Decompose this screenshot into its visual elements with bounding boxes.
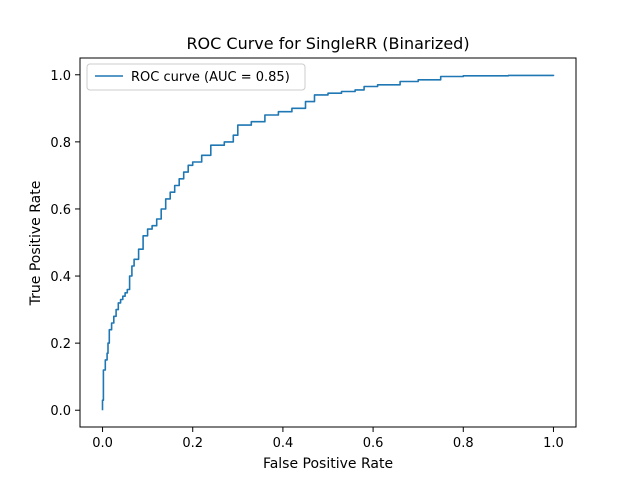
y-axis-ticks: 0.0 0.2 0.4 0.6 0.8 1.0 — [50, 69, 80, 419]
y-tick-label: 0.8 — [50, 136, 71, 151]
chart-title: ROC Curve for SingleRR (Binarized) — [186, 34, 469, 53]
x-tick-label: 0.2 — [182, 436, 203, 451]
y-tick-label: 0.0 — [50, 404, 71, 419]
roc-curve-line — [101, 74, 555, 411]
x-tick-label: 0.6 — [363, 436, 384, 451]
axes-frame — [79, 57, 577, 428]
x-tick-label: 0.0 — [92, 436, 113, 451]
x-axis-label: False Positive Rate — [263, 456, 393, 472]
x-tick-label: 0.8 — [453, 436, 474, 451]
y-tick-label: 0.2 — [50, 337, 71, 352]
x-tick-label: 1.0 — [543, 436, 564, 451]
legend-box — [86, 63, 306, 91]
legend: ROC curve (AUC = 0.85) — [86, 63, 306, 91]
y-tick-label: 0.6 — [50, 203, 71, 218]
legend-label: ROC curve (AUC = 0.85) — [131, 70, 290, 85]
y-axis-label: True Positive Rate — [28, 181, 44, 307]
y-tick-label: 0.4 — [50, 270, 71, 285]
x-axis-ticks: 0.0 0.2 0.4 0.6 0.8 1.0 — [92, 427, 564, 451]
x-tick-label: 0.4 — [273, 436, 294, 451]
plot-area — [101, 74, 555, 411]
y-tick-label: 1.0 — [50, 69, 71, 84]
